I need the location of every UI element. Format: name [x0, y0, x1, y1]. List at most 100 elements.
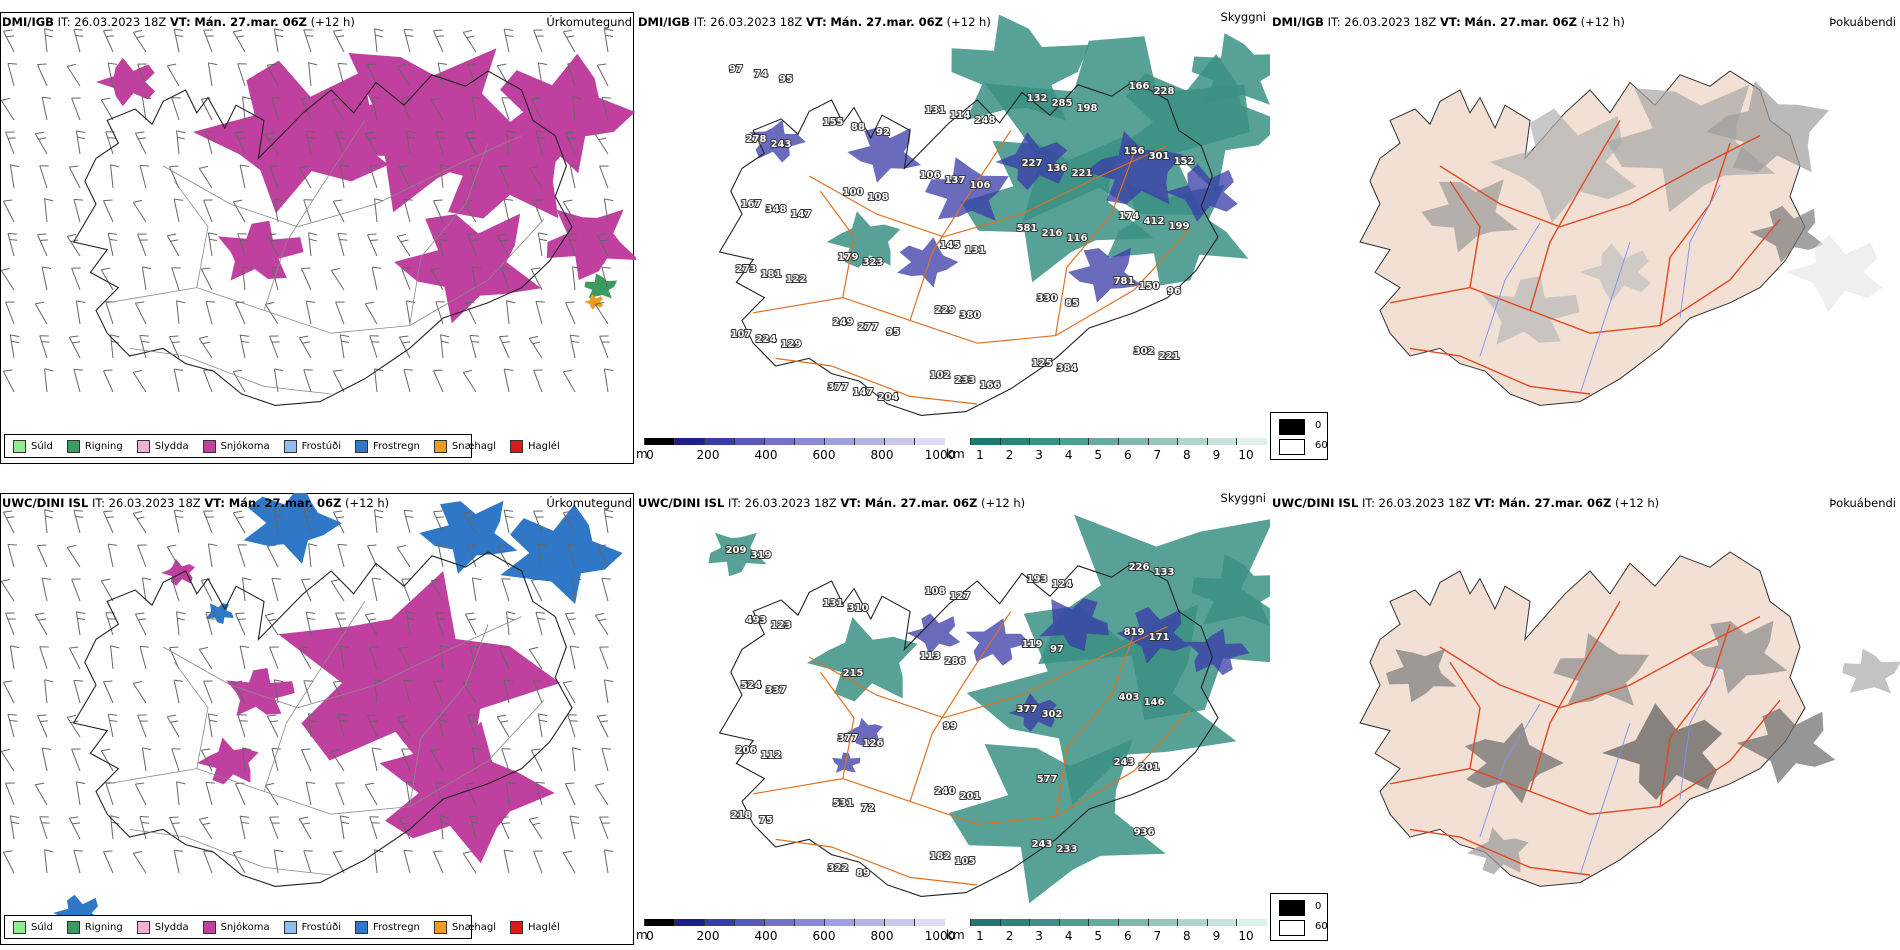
fog-area	[1165, 164, 1238, 222]
fog-area	[846, 717, 884, 746]
it-time: 26.03.2023 18Z	[744, 496, 837, 510]
fog-legend-swatch	[1279, 920, 1305, 936]
legend-item: Frostúði	[283, 439, 341, 453]
vt-label: VT:	[805, 15, 827, 29]
model-name: DMI/IGB	[638, 15, 690, 29]
freezing-rain-area	[500, 504, 623, 604]
visibility-value-label: 249	[833, 317, 854, 328]
visibility-value-label: 228	[1154, 86, 1175, 97]
visibility-value-label: 116	[1067, 233, 1088, 244]
fog-indicator-area	[1464, 722, 1564, 804]
fog-legend-label: 0	[1315, 420, 1322, 431]
colorbar-tick-label: 0	[646, 929, 654, 943]
precip-type-panel-row2: UWC/DINI ISL IT: 26.03.2023 18Z VT: Mán.…	[0, 493, 636, 945]
lead-time: (+12 h)	[980, 496, 1026, 510]
legend-label: Slydda	[154, 921, 189, 933]
legend-swatch	[510, 439, 524, 453]
fog-indicator-area	[1489, 108, 1637, 223]
fog-indicator-area	[1553, 633, 1649, 706]
colorbar-segment	[1088, 919, 1119, 926]
colorbar-tick-label: 3	[1035, 448, 1043, 462]
snow-area	[313, 48, 530, 213]
colorbar-segment	[1236, 438, 1267, 445]
legend-label: Rigning	[84, 440, 123, 452]
colorbar-segment	[970, 919, 1001, 926]
fog-area	[1185, 628, 1250, 676]
visibility-value-label: 581	[1017, 223, 1038, 234]
visibility-value-label: 131	[823, 598, 844, 609]
visibility-value-label: 322	[828, 863, 849, 874]
colorbar-tick-label: 800	[870, 929, 894, 943]
fog-area	[1085, 131, 1184, 205]
colorbar-segment	[704, 919, 735, 926]
precip-type-map	[0, 28, 636, 406]
precip-legend: Súld Rigning Slydda Snjókoma Frostúði Frostre…	[4, 434, 560, 458]
visibility-value-label: 127	[950, 591, 971, 602]
snow-grains-area	[584, 294, 604, 310]
visibility-value-label: 243	[771, 139, 792, 150]
fog-indicator-area	[1737, 708, 1836, 784]
visibility-value-label: 108	[868, 192, 889, 203]
visibility-value-label: 243	[1114, 757, 1135, 768]
precip-areas	[53, 493, 623, 934]
visibility-value-label: 240	[935, 786, 956, 797]
fog-indicator-area	[1386, 648, 1457, 703]
colorbar-tick-label: 200	[696, 929, 720, 943]
legend-label: Súld	[31, 921, 53, 933]
colorbar-unit: m	[636, 447, 648, 461]
it-time: 26.03.2023 18Z	[710, 15, 803, 29]
panel-title: Þokuábendi	[1829, 496, 1896, 510]
colorbar-segment	[999, 438, 1031, 445]
vt-label: VT:	[1474, 496, 1496, 510]
colorbar-tick-label: 1000	[924, 448, 956, 462]
legend-item: Slydda	[136, 439, 189, 453]
colorbar-segment	[764, 438, 795, 445]
colorbar-segment	[794, 919, 825, 926]
visibility-value-label: 403	[1119, 692, 1140, 703]
fog-indicator-area	[1689, 620, 1788, 694]
fog-indicator-area	[1579, 243, 1651, 302]
legend-label: Snjókoma	[220, 921, 270, 933]
visibility-value-label: 224	[756, 334, 777, 345]
vt-time: Mán. 27.mar. 06Z	[1498, 496, 1612, 510]
coastline	[718, 80, 1219, 416]
fog-indicator-panel-row1: DMI/IGB IT: 26.03.2023 18Z VT: Mán. 27.m…	[1270, 12, 1900, 464]
visibility-value-label: 97	[1050, 644, 1064, 655]
legend-item: Súld	[13, 439, 53, 453]
colorbar-tick-label: 200	[696, 448, 720, 462]
precip-type-panel-row1: DMI/IGB IT: 26.03.2023 18Z VT: Mán. 27.m…	[0, 12, 636, 464]
fog-indicator-area	[1750, 205, 1824, 263]
visibility-value-label: 323	[863, 257, 884, 268]
visibility-value-label: 277	[858, 322, 879, 333]
visibility-value-label: 171	[1149, 632, 1170, 643]
visibility-value-label: 146	[1144, 697, 1165, 708]
colorbar-tick-label: 10	[1238, 929, 1254, 943]
legend-label: Frostúði	[301, 440, 341, 452]
low-visibility-area	[806, 617, 918, 702]
colorbar-segment	[734, 919, 765, 926]
colorbar-tick-label: 2	[1005, 448, 1014, 462]
visibility-value-label: 95	[779, 74, 793, 85]
legend-swatch	[433, 439, 447, 453]
fog-indicator-map	[1359, 551, 1900, 887]
legend-item: Frostregn	[355, 920, 420, 934]
legend-swatch	[66, 920, 80, 934]
visibility-value-label: 95	[886, 327, 900, 338]
visibility-value-label: 286	[945, 656, 966, 667]
visibility-value-label: 106	[970, 180, 991, 191]
vt-label: VT:	[840, 496, 862, 510]
visibility-value-label: 147	[853, 387, 874, 398]
visibility-value-label: 377	[838, 733, 859, 744]
fog-area	[1039, 598, 1109, 652]
visibility-value-label: 113	[920, 651, 941, 662]
colorbar-unit: m	[636, 928, 648, 942]
precip-type-map	[0, 493, 623, 934]
colorbar-segment	[854, 919, 885, 926]
fog-indicator-area	[1602, 703, 1723, 800]
coastline	[72, 70, 573, 406]
legend-item: Haglél	[510, 920, 560, 934]
visibility-value-label: 348	[766, 204, 787, 215]
visibility-value-label: 92	[876, 127, 890, 138]
fog-indicator-area	[1785, 234, 1883, 312]
visibility-value-label: 301	[1149, 151, 1170, 162]
